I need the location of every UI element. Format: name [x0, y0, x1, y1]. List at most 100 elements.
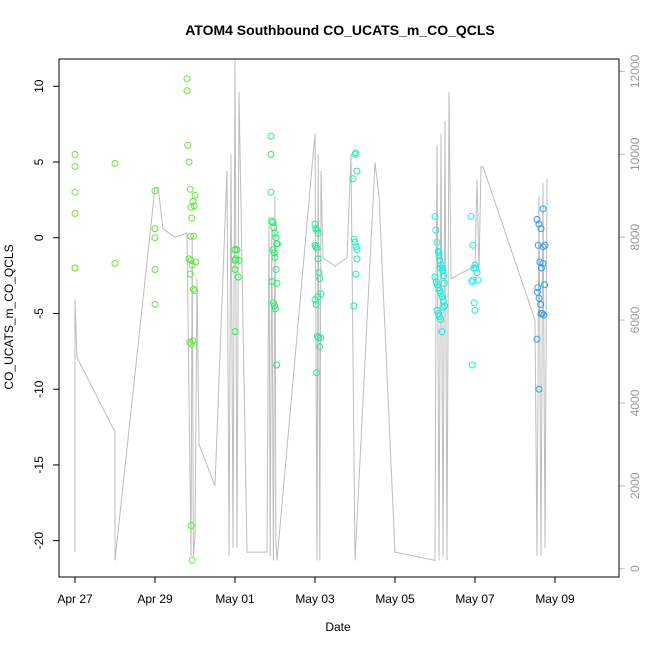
data-point-s4-15: [316, 343, 324, 351]
plot-frame: [58, 58, 620, 578]
data-point-s5-4: [350, 235, 358, 243]
data-point-s8-7: [537, 264, 545, 272]
data-point-s1-2: [151, 234, 159, 242]
data-point-s6-2: [433, 238, 441, 246]
data-point-s1-20: [191, 287, 199, 295]
data-point-s1-27: [190, 232, 198, 240]
data-point-s3-13: [273, 279, 281, 287]
data-point-s2-4: [231, 328, 239, 336]
data-point-s1-0: [151, 187, 159, 195]
secondary-tick-label-0: 0: [628, 565, 642, 572]
x-tick-label-5: May 07: [455, 592, 495, 606]
data-point-s3-14: [268, 278, 276, 286]
x-axis-label: Date: [325, 620, 351, 634]
data-point-s3-10: [270, 249, 278, 257]
data-point-s3-17: [271, 305, 279, 313]
data-point-s1-7: [184, 141, 192, 149]
data-point-s6-5: [436, 256, 444, 264]
data-point-s1-13: [190, 202, 198, 210]
data-point-s4-12: [312, 300, 320, 308]
data-point-s8-1: [535, 220, 543, 228]
data-point-s7-9: [471, 306, 479, 314]
data-point-s5-6: [352, 243, 360, 251]
data-point-s2-5: [233, 246, 241, 254]
y-axis-label: CO_UCATS_m_CO_QCLS: [2, 244, 16, 389]
data-point-s3-11: [271, 253, 279, 261]
data-point-s6-25: [440, 279, 448, 287]
data-point-s3-4: [269, 219, 277, 227]
data-point-s8-3: [539, 205, 547, 213]
data-point-s1-22: [186, 338, 194, 346]
data-point-s8-8: [539, 260, 547, 267]
data-point-s7-3: [472, 264, 480, 272]
data-point-s5-8: [352, 270, 360, 278]
altitude-line: [74, 58, 548, 562]
secondary-tick-label-3: 6000: [628, 306, 642, 333]
data-point-s4-18: [314, 293, 322, 301]
data-point-s7-10: [468, 361, 476, 369]
data-point-s6-19: [433, 306, 441, 314]
data-point-s6-1: [432, 226, 440, 234]
data-point-s7-8: [470, 299, 478, 307]
data-point-s0-3: [71, 210, 79, 217]
data-point-s0-7: [111, 260, 119, 267]
y-tick-label-6: -20: [32, 532, 46, 550]
data-point-s3-3: [268, 217, 276, 225]
data-point-s4-0: [311, 220, 319, 228]
data-point-s8-16: [535, 385, 543, 393]
data-point-s3-12: [272, 266, 280, 273]
data-point-s4-14: [315, 334, 323, 342]
data-point-s2-6: [234, 273, 242, 281]
secondary-tick-label-5: 10000: [628, 137, 642, 171]
data-point-s3-16: [271, 302, 279, 310]
data-point-s5-5: [351, 238, 359, 246]
data-point-s1-21: [192, 258, 200, 266]
data-point-s1-16: [187, 256, 195, 264]
y-tick-label-0: 10: [32, 79, 46, 93]
y-tick-label-2: 0: [32, 234, 46, 241]
data-point-s7-4: [473, 269, 481, 277]
data-point-s1-17: [186, 270, 194, 278]
data-point-s8-15: [533, 335, 541, 343]
altitude-track-layer: [74, 58, 548, 562]
data-point-s6-9: [440, 272, 448, 280]
y-tick-label-3: -5: [32, 308, 46, 319]
data-point-s8-18: [539, 243, 547, 251]
data-point-s4-7: [314, 255, 322, 263]
data-point-s1-5: [183, 75, 191, 83]
secondary-tick-label-1: 2000: [628, 472, 642, 499]
data-point-s1-19: [189, 285, 197, 293]
secondary-tick-label-2: 4000: [628, 389, 642, 416]
data-point-s2-8: [235, 256, 243, 264]
data-point-s6-24: [439, 303, 447, 311]
data-point-s8-5: [534, 241, 542, 249]
data-point-s7-6: [468, 278, 476, 286]
data-point-s7-1: [469, 241, 477, 249]
data-point-s5-3: [349, 175, 357, 183]
data-point-s8-9: [541, 281, 549, 289]
data-point-s1-8: [185, 158, 193, 166]
data-point-s2-7: [232, 255, 240, 263]
data-point-s6-23: [438, 328, 446, 336]
chart-title: ATOM4 Southbound CO_UCATS_m_CO_QCLS: [185, 22, 495, 38]
data-point-s6-10: [431, 273, 439, 281]
data-point-s2-1: [231, 246, 239, 254]
data-point-s0-1: [71, 163, 79, 170]
data-point-s3-9: [269, 246, 277, 254]
secondary-tick-label-4: 8000: [628, 224, 642, 251]
data-point-s1-1: [151, 225, 159, 233]
data-point-s7-0: [467, 213, 475, 220]
data-point-s8-2: [537, 225, 545, 233]
data-point-s5-9: [350, 302, 358, 310]
data-point-s3-0: [267, 132, 275, 140]
data-point-s5-7: [353, 255, 361, 263]
data-point-s6-4: [435, 252, 443, 260]
data-point-s4-17: [313, 369, 321, 376]
data-point-s1-10: [187, 203, 195, 211]
data-points-layer: [71, 75, 549, 564]
data-point-s6-16: [438, 293, 446, 301]
data-point-s8-12: [537, 300, 545, 308]
secondary-tick-label-6: 12000: [628, 54, 642, 88]
data-point-s6-26: [435, 249, 443, 257]
